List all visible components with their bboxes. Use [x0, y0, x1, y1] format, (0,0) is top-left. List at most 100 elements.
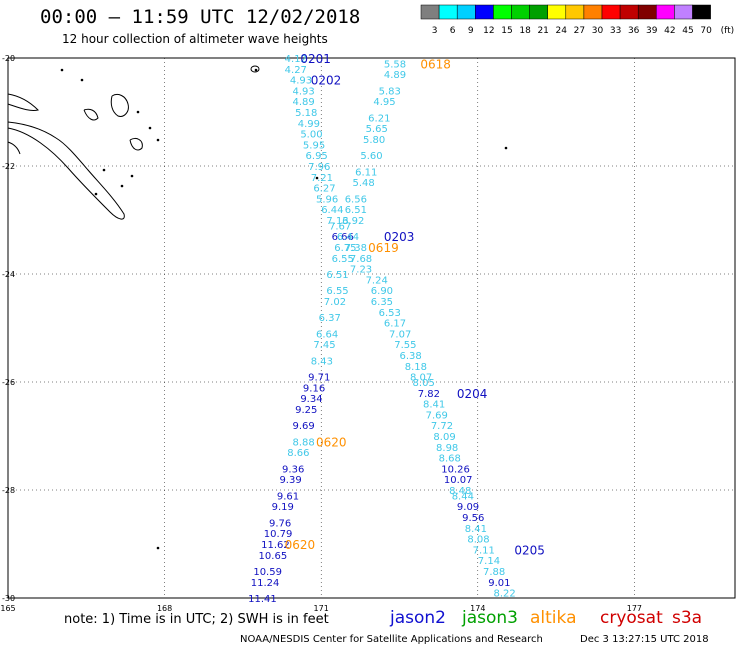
pass-time-label: 0205 — [514, 543, 545, 557]
swh-value-track-b: 6.53 — [379, 308, 401, 319]
island-outline — [7, 141, 21, 155]
swh-value-track-a: 7.21 — [311, 173, 333, 184]
lat-label: -28 — [2, 486, 15, 495]
lat-label: -26 — [2, 378, 15, 387]
swh-value-track-b: 8.18 — [405, 362, 427, 373]
swh-value-track-b: 9.09 — [457, 502, 479, 513]
swh-value-track-b: 7.55 — [394, 340, 416, 351]
swh-value-track-b: 6.56 — [345, 194, 367, 205]
pass-time-label: 0204 — [457, 387, 488, 401]
islet-dot — [156, 546, 160, 550]
swh-value-track-a: 9.39 — [279, 475, 301, 486]
islet-outline — [250, 65, 260, 73]
swh-value-track-a: 5.00 — [300, 130, 322, 141]
islet-dot — [94, 192, 98, 196]
swh-value-track-a: 9.61 — [277, 491, 299, 502]
legend-label: 33 — [610, 26, 621, 36]
swh-value-track-b: 6.38 — [400, 351, 422, 362]
swh-value-track-b: 7.07 — [389, 329, 411, 340]
swh-value-track-b: 6.35 — [371, 297, 393, 308]
legend-label: 45 — [682, 26, 693, 36]
swh-value-track-b: 5.58 — [384, 59, 406, 70]
swh-value-track-a: 9.36 — [282, 464, 304, 475]
swh-value-track-b: 5.48 — [353, 178, 375, 189]
swh-value-track-a: 6.55 — [326, 286, 348, 297]
swh-value-track-a: 6.95 — [306, 151, 328, 162]
swh-value-track-a: 5.96 — [316, 194, 338, 205]
lat-label: -24 — [2, 270, 15, 279]
swh-value-track-a: 5.18 — [295, 108, 317, 119]
swh-value-track-a: 9.71 — [308, 373, 330, 384]
swh-value-track-a: 4.93 — [292, 86, 314, 97]
legend-label: 21 — [537, 26, 548, 36]
swh-value-track-b: 6.90 — [371, 286, 393, 297]
swh-value-track-b: 7.82 — [418, 389, 440, 400]
swh-value-track-a: 7.96 — [308, 162, 330, 173]
swh-value-track-a: 7.45 — [313, 340, 335, 351]
swh-value-track-b: 8.08 — [467, 535, 489, 546]
swh-value-track-a: 6.55 — [332, 254, 354, 265]
swh-value-track-a: 11.62 — [261, 540, 290, 551]
legend-label: 6 — [450, 26, 456, 36]
legend-label: 12 — [483, 26, 494, 36]
swh-value-track-a: 4.12 — [285, 54, 307, 65]
swh-value-track-b: 7.14 — [478, 556, 500, 567]
footer-credit: NOAA/NESDIS Center for Satellite Applica… — [240, 634, 543, 645]
swh-value-track-b: 6.92 — [342, 216, 364, 227]
swh-value-track-b: 8.68 — [439, 454, 461, 465]
swh-value-track-a: 7.13 — [326, 216, 348, 227]
swh-value-track-a: 11.41 — [248, 594, 277, 605]
islet-dot — [120, 184, 124, 188]
swh-value-track-b: 8.22 — [493, 589, 515, 600]
pass-time-label: 0203 — [384, 230, 415, 244]
swh-value-track-a: 9.34 — [300, 394, 322, 405]
legend-label: 18 — [519, 26, 531, 36]
legend-label: 70 — [700, 26, 712, 36]
legend-swatch — [692, 4, 711, 20]
lat-label: -22 — [2, 162, 15, 171]
pass-time-label: 0620 — [285, 538, 316, 552]
satellite-cryosat: cryosat — [600, 608, 663, 628]
legend-label: 30 — [592, 26, 604, 36]
swh-value-track-b: 6.21 — [368, 113, 390, 124]
legend-label: 3 — [432, 26, 438, 36]
lon-label: 168 — [157, 604, 172, 613]
lat-label: -20 — [2, 54, 15, 63]
swh-value-track-b: 8.48 — [449, 486, 471, 497]
lon-label: 177 — [627, 604, 642, 613]
swh-value-track-a: 8.43 — [311, 356, 333, 367]
island-outline — [7, 93, 39, 111]
islet-dot — [504, 146, 508, 150]
swh-value-track-b: 8.09 — [433, 432, 455, 443]
swh-value-track-a: 9.76 — [269, 518, 291, 529]
satellite-jason3: jason3 — [462, 608, 518, 628]
footer-generated: Dec 3 13:27:15 UTC 2018 — [580, 634, 709, 645]
swh-value-track-b: 6.17 — [384, 319, 406, 330]
swh-value-track-b: 8.41 — [423, 400, 445, 411]
swh-value-track-b: 7.24 — [366, 275, 388, 286]
swh-value-track-a: 6.75 — [334, 243, 356, 254]
swh-value-track-b: 4.89 — [384, 70, 406, 81]
lon-label: 165 — [0, 604, 15, 613]
islet-dot — [130, 174, 134, 178]
swh-value-track-b: 7.23 — [350, 265, 372, 276]
islet-dot — [80, 78, 84, 82]
legend-label: 24 — [556, 26, 568, 36]
swh-value-track-a: 9.25 — [295, 405, 317, 416]
swh-value-track-b: 6.11 — [355, 167, 377, 178]
swh-value-track-a: 9.16 — [303, 383, 325, 394]
swh-value-track-a: 11.24 — [251, 578, 280, 589]
swh-value-track-b: 5.80 — [363, 135, 385, 146]
legend-label: 27 — [574, 26, 585, 36]
legend-label: 15 — [501, 26, 512, 36]
swh-value-track-b: 4.95 — [373, 97, 395, 108]
swh-value-track-a: 6.44 — [321, 205, 343, 216]
loyalty-island-outline — [129, 137, 143, 151]
swh-value-track-a: 6.66 — [332, 232, 354, 243]
islet-dot — [148, 126, 152, 130]
pass-time-label: 0618 — [420, 57, 451, 71]
lon-label: 174 — [470, 604, 485, 613]
swh-value-track-b: 5.65 — [366, 124, 388, 135]
swh-value-track-b: 9.01 — [488, 578, 510, 589]
